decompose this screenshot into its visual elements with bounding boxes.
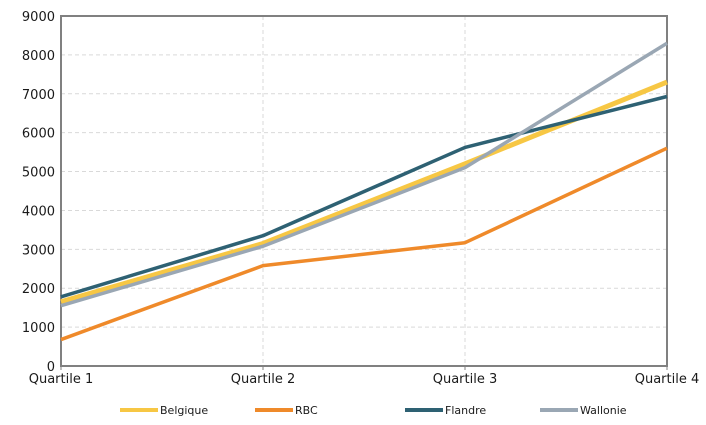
y-tick-label: 9000	[22, 10, 55, 25]
axes: 0 1000 2000 3000 4000 5000 6000 7000 8000 9000 Qua…	[22, 10, 699, 387]
series-line-rbc	[60, 146, 668, 342]
legend: Belgique RBC Flandre Wallonie	[120, 404, 627, 417]
x-tick-label: Quartile 3	[433, 372, 498, 387]
series-lines	[60, 41, 668, 342]
series-line-flandre	[60, 94, 668, 299]
y-tick-label: 1000	[22, 321, 55, 336]
y-tick-label: 4000	[22, 204, 55, 219]
y-tick-label: 2000	[22, 282, 55, 297]
y-tick-label: 8000	[22, 49, 55, 64]
plot-area-border	[60, 15, 668, 367]
y-tick-label: 6000	[22, 127, 55, 142]
y-tick-label: 5000	[22, 166, 55, 181]
legend-label-flandre: Flandre	[445, 404, 486, 417]
x-tick-label: Quartile 2	[231, 372, 296, 387]
legend-label-wallonie: Wallonie	[580, 404, 627, 417]
x-tick-label: Quartile 1	[29, 372, 94, 387]
y-tick-label: 3000	[22, 243, 55, 258]
legend-label-belgique: Belgique	[160, 404, 208, 417]
grid	[61, 16, 667, 366]
legend-label-rbc: RBC	[295, 404, 318, 417]
series-line-wallonie	[60, 41, 668, 308]
x-tick-label: Quartile 4	[635, 372, 700, 387]
y-tick-label: 7000	[22, 88, 55, 103]
y-tick-label: 0	[47, 360, 55, 375]
